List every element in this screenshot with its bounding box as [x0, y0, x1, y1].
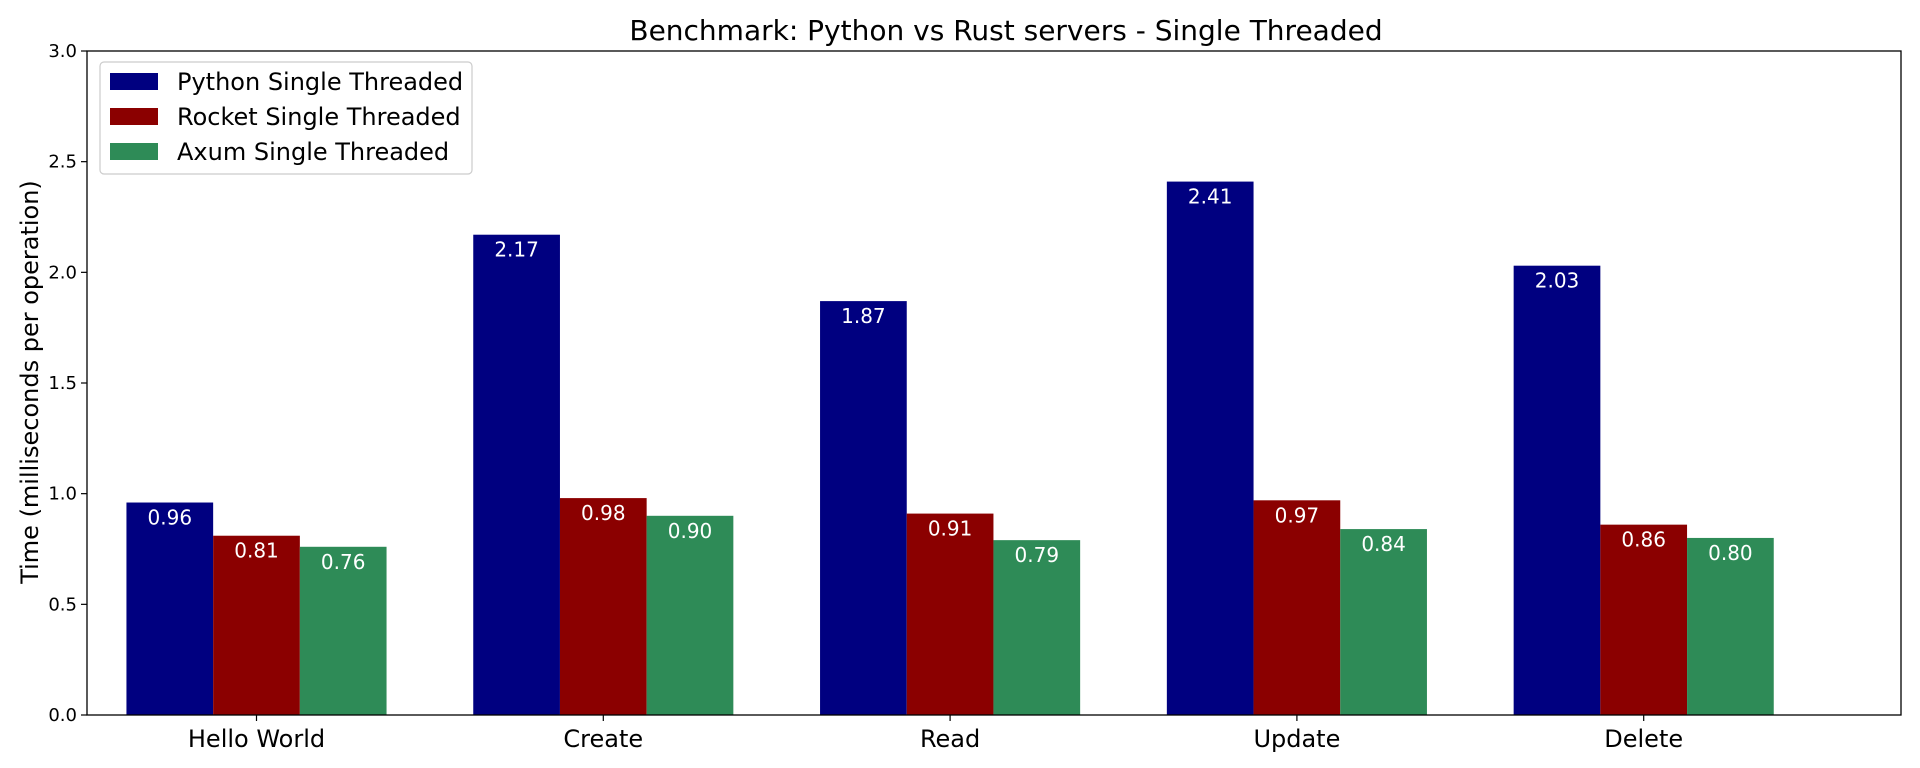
bars: [126, 181, 1774, 715]
x-tick-label: Delete: [1604, 725, 1683, 753]
bar: [1687, 537, 1774, 715]
bar: [1513, 265, 1601, 715]
legend-box: [99, 61, 473, 175]
legend: Python Single Threaded Rocket Single Thre…: [99, 61, 473, 175]
bar-value-label: 0.84: [1361, 532, 1406, 556]
bar: [646, 515, 734, 715]
y-tick-label: 2.0: [48, 262, 77, 283]
bar: [1253, 500, 1341, 715]
legend-entry-label: Rocket Single Threaded: [177, 103, 461, 131]
bar-value-label: 0.79: [1015, 543, 1060, 567]
chart-title: Benchmark: Python vs Rust servers - Sing…: [629, 14, 1382, 47]
bar-value-label: 2.41: [1188, 185, 1233, 209]
bar: [126, 502, 214, 715]
bar: [299, 546, 387, 715]
x-tick-label: Update: [1253, 725, 1340, 753]
y-tick-label: 0.0: [48, 705, 77, 726]
y-tick-label: 3.0: [48, 41, 77, 62]
y-axis-label: Time (milliseconds per operation): [16, 180, 44, 585]
x-axis: Hello World Create Read Update Delete: [188, 715, 1683, 753]
legend-entry-label: Python Single Threaded: [177, 68, 463, 96]
legend-swatch: [110, 73, 158, 90]
y-axis: 0.0 0.5 1.0 1.5 2.0 2.5 3.0: [48, 41, 87, 726]
bar-value-label: 0.91: [928, 517, 973, 541]
plot-frame: [86, 50, 1902, 716]
bar-value-label: 0.86: [1621, 528, 1666, 552]
bar: [559, 498, 647, 715]
bar-value-label: 0.98: [581, 501, 626, 525]
bar: [213, 535, 300, 715]
legend-entry-label: Axum Single Threaded: [177, 138, 449, 166]
bar-value-label: 0.90: [668, 519, 713, 543]
bar-value-label: 1.87: [841, 304, 886, 328]
bar-labels: 0.96 0.81 0.76 2.17 0.98 0.90 1.87 0.91 0.79 2.41…: [148, 185, 1753, 574]
bar-value-label: 0.96: [148, 506, 193, 530]
legend-swatch: [110, 108, 158, 125]
bar: [993, 540, 1081, 715]
bar: [1166, 181, 1254, 715]
y-tick-label: 1.5: [48, 373, 77, 394]
y-tick-label: 1.0: [48, 484, 77, 505]
bar: [820, 301, 907, 715]
y-tick-label: 0.5: [48, 594, 77, 615]
bar-value-label: 2.17: [494, 238, 539, 262]
y-tick-label: 2.5: [48, 152, 77, 173]
bar: [1340, 529, 1427, 715]
x-tick-label: Read: [920, 725, 980, 753]
x-tick-label: Hello World: [188, 725, 325, 753]
bar: [906, 513, 994, 715]
bar-value-label: 0.76: [321, 550, 366, 574]
bar-value-label: 0.80: [1708, 541, 1753, 565]
bar-value-label: 0.81: [234, 539, 279, 563]
x-tick-label: Create: [563, 725, 643, 753]
bar-value-label: 0.97: [1275, 503, 1320, 527]
bar: [473, 234, 560, 715]
bar-value-label: 2.03: [1535, 269, 1580, 293]
bar: [1600, 524, 1688, 715]
legend-swatch: [110, 143, 158, 160]
